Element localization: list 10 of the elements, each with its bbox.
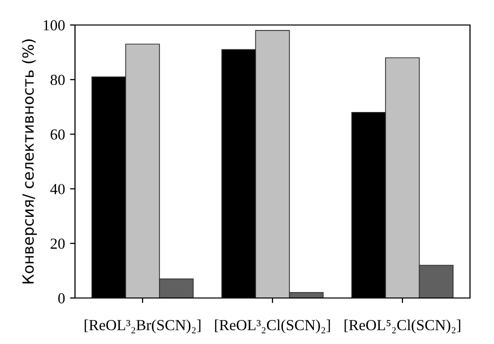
y-tick-label: 100 [44, 20, 65, 30]
y-tick-label: 60 [50, 129, 65, 140]
x-tick-label: [ReOL³₂Cl(SCN)₂] [215, 320, 330, 334]
y-tick-label: 0 [58, 293, 65, 304]
x-tick-label: [ReOL⁵₂Cl(SCN)₂] [344, 320, 460, 334]
y-tick-label: 40 [50, 184, 65, 194]
x-tick-label: [ReOL³₂Br(SCN)₂] [84, 320, 200, 334]
y-tick-label: 80 [50, 74, 65, 86]
y-axis-title: Конверсия/ селективность (%) [22, 39, 37, 284]
y-tick-label: 20 [50, 238, 65, 249]
